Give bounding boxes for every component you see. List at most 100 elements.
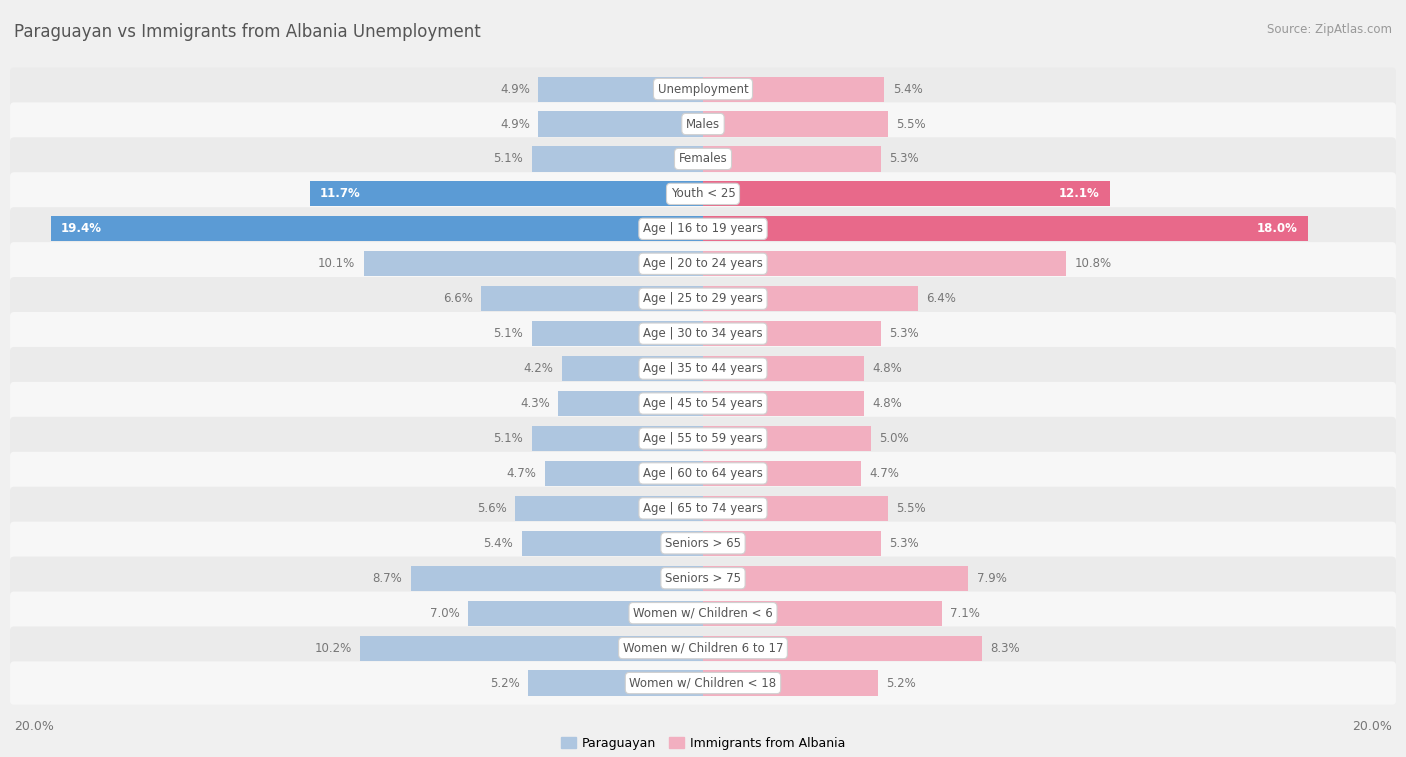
- Text: 4.9%: 4.9%: [501, 83, 530, 95]
- Text: Age | 60 to 64 years: Age | 60 to 64 years: [643, 467, 763, 480]
- Text: 5.2%: 5.2%: [886, 677, 915, 690]
- Bar: [703, 251, 1066, 276]
- Text: Seniors > 65: Seniors > 65: [665, 537, 741, 550]
- Text: Age | 45 to 54 years: Age | 45 to 54 years: [643, 397, 763, 410]
- Bar: [360, 636, 703, 661]
- Text: Age | 65 to 74 years: Age | 65 to 74 years: [643, 502, 763, 515]
- FancyBboxPatch shape: [10, 102, 1396, 145]
- FancyBboxPatch shape: [10, 556, 1396, 600]
- Text: 5.5%: 5.5%: [896, 117, 927, 130]
- FancyBboxPatch shape: [10, 242, 1396, 285]
- Bar: [703, 217, 1308, 241]
- Bar: [468, 600, 703, 626]
- Bar: [703, 531, 882, 556]
- Text: Age | 25 to 29 years: Age | 25 to 29 years: [643, 292, 763, 305]
- FancyBboxPatch shape: [10, 173, 1396, 216]
- FancyBboxPatch shape: [10, 277, 1396, 320]
- Text: 7.1%: 7.1%: [950, 606, 980, 620]
- Text: Males: Males: [686, 117, 720, 130]
- Text: 8.3%: 8.3%: [990, 642, 1019, 655]
- FancyBboxPatch shape: [10, 137, 1396, 181]
- Text: 5.3%: 5.3%: [890, 327, 920, 340]
- Bar: [481, 286, 703, 311]
- Text: Age | 30 to 34 years: Age | 30 to 34 years: [643, 327, 763, 340]
- Bar: [531, 146, 703, 172]
- Text: 4.8%: 4.8%: [873, 362, 903, 375]
- Text: 20.0%: 20.0%: [14, 720, 53, 734]
- Text: 4.7%: 4.7%: [869, 467, 900, 480]
- Text: Age | 16 to 19 years: Age | 16 to 19 years: [643, 223, 763, 235]
- Text: 7.0%: 7.0%: [430, 606, 460, 620]
- Text: Females: Females: [679, 152, 727, 166]
- Text: 10.8%: 10.8%: [1074, 257, 1112, 270]
- FancyBboxPatch shape: [10, 627, 1396, 670]
- Text: 5.1%: 5.1%: [494, 327, 523, 340]
- Bar: [703, 600, 942, 626]
- Bar: [703, 321, 882, 346]
- Text: 10.1%: 10.1%: [318, 257, 356, 270]
- Text: Age | 35 to 44 years: Age | 35 to 44 years: [643, 362, 763, 375]
- FancyBboxPatch shape: [10, 67, 1396, 111]
- Text: Women w/ Children < 6: Women w/ Children < 6: [633, 606, 773, 620]
- Bar: [529, 671, 703, 696]
- Text: Paraguayan vs Immigrants from Albania Unemployment: Paraguayan vs Immigrants from Albania Un…: [14, 23, 481, 41]
- Text: 5.1%: 5.1%: [494, 152, 523, 166]
- Bar: [531, 426, 703, 451]
- Text: 5.5%: 5.5%: [896, 502, 927, 515]
- Bar: [703, 496, 887, 521]
- Text: 4.8%: 4.8%: [873, 397, 903, 410]
- Text: 5.4%: 5.4%: [893, 83, 922, 95]
- Bar: [546, 461, 703, 486]
- Text: 8.7%: 8.7%: [373, 572, 402, 584]
- Bar: [538, 76, 703, 101]
- FancyBboxPatch shape: [10, 382, 1396, 425]
- Bar: [703, 182, 1109, 207]
- Text: 19.4%: 19.4%: [60, 223, 103, 235]
- Bar: [703, 391, 865, 416]
- Bar: [51, 217, 703, 241]
- Bar: [703, 671, 877, 696]
- FancyBboxPatch shape: [10, 591, 1396, 635]
- Text: 5.2%: 5.2%: [491, 677, 520, 690]
- Bar: [538, 111, 703, 136]
- Text: 12.1%: 12.1%: [1059, 188, 1099, 201]
- Text: 6.4%: 6.4%: [927, 292, 956, 305]
- Text: 6.6%: 6.6%: [443, 292, 472, 305]
- Bar: [411, 565, 703, 590]
- Text: Source: ZipAtlas.com: Source: ZipAtlas.com: [1267, 23, 1392, 36]
- Text: 5.3%: 5.3%: [890, 152, 920, 166]
- Bar: [703, 565, 969, 590]
- FancyBboxPatch shape: [10, 207, 1396, 251]
- Text: 20.0%: 20.0%: [1353, 720, 1392, 734]
- Text: Women w/ Children 6 to 17: Women w/ Children 6 to 17: [623, 642, 783, 655]
- Text: 5.1%: 5.1%: [494, 432, 523, 445]
- FancyBboxPatch shape: [10, 662, 1396, 705]
- Legend: Paraguayan, Immigrants from Albania: Paraguayan, Immigrants from Albania: [555, 732, 851, 755]
- Bar: [562, 356, 703, 382]
- Text: Unemployment: Unemployment: [658, 83, 748, 95]
- Bar: [522, 531, 703, 556]
- FancyBboxPatch shape: [10, 347, 1396, 391]
- Text: 5.0%: 5.0%: [879, 432, 910, 445]
- FancyBboxPatch shape: [10, 417, 1396, 460]
- Text: 5.6%: 5.6%: [477, 502, 506, 515]
- Text: Youth < 25: Youth < 25: [671, 188, 735, 201]
- Bar: [703, 111, 887, 136]
- Bar: [703, 636, 981, 661]
- Bar: [364, 251, 703, 276]
- Text: 10.2%: 10.2%: [315, 642, 352, 655]
- Bar: [515, 496, 703, 521]
- Text: 4.2%: 4.2%: [523, 362, 554, 375]
- Text: Seniors > 75: Seniors > 75: [665, 572, 741, 584]
- Bar: [531, 321, 703, 346]
- FancyBboxPatch shape: [10, 522, 1396, 565]
- Text: 4.9%: 4.9%: [501, 117, 530, 130]
- Text: 18.0%: 18.0%: [1257, 223, 1298, 235]
- Text: Women w/ Children < 18: Women w/ Children < 18: [630, 677, 776, 690]
- Text: 5.3%: 5.3%: [890, 537, 920, 550]
- Text: Age | 55 to 59 years: Age | 55 to 59 years: [643, 432, 763, 445]
- Text: 4.7%: 4.7%: [506, 467, 537, 480]
- Bar: [703, 286, 918, 311]
- Bar: [309, 182, 703, 207]
- Bar: [703, 426, 872, 451]
